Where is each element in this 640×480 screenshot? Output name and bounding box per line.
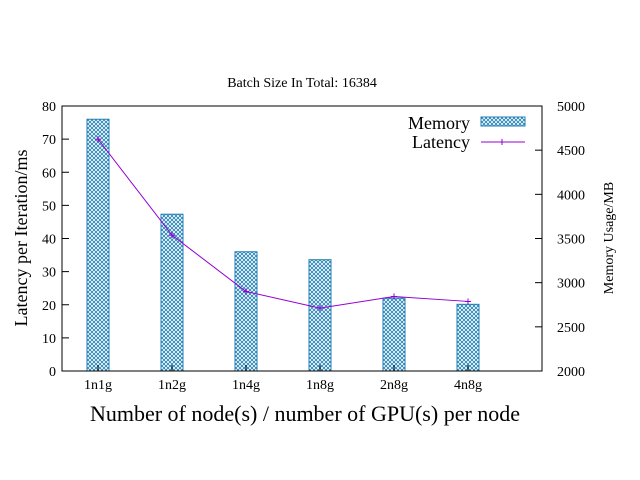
left-axis: 0 10 20 30 40 50 60 70 80: [42, 100, 69, 380]
left-tick-label: 10: [42, 332, 56, 347]
legend-marker-latency: [499, 139, 505, 145]
memory-bar: [86, 118, 110, 372]
latency-point: [243, 288, 249, 295]
x-tick-label: 1n8g: [306, 378, 334, 393]
right-tick-label: 4000: [557, 188, 585, 203]
right-tick-label: 3500: [557, 233, 585, 248]
memory-bar: [382, 297, 406, 372]
x-tick-label: 1n2g: [158, 378, 186, 393]
memory-bar: [308, 259, 332, 372]
latency-point: [465, 298, 471, 305]
left-tick-label: 40: [42, 233, 56, 248]
latency-series-line: [97, 138, 469, 309]
latency-point: [391, 293, 397, 300]
memory-bar: [234, 251, 258, 372]
left-tick-label: 20: [42, 299, 56, 314]
latency-point: [317, 305, 323, 312]
x-axis-label: Number of node(s) / number of GPU(s) per…: [90, 401, 520, 426]
memory-bar: [456, 303, 480, 372]
right-tick-label: 3000: [557, 277, 585, 292]
x-tick-label: 2n8g: [380, 378, 408, 393]
right-tick-label: 2500: [557, 321, 585, 336]
right-tick-label: 4500: [557, 144, 585, 159]
left-tick-label: 30: [42, 266, 56, 281]
left-tick-label: 60: [42, 166, 56, 181]
x-tick-label: 1n1g: [84, 378, 112, 393]
x-tick-label: 1n4g: [232, 378, 260, 393]
legend-label-memory: Memory: [408, 113, 470, 133]
chart-title: Batch Size In Total: 16384: [227, 76, 377, 91]
left-tick-label: 0: [49, 365, 56, 380]
latency-point: [169, 232, 175, 239]
legend: Memory Latency: [408, 113, 526, 152]
legend-swatch-memory: [480, 116, 526, 127]
y-axis-left-label: Latency per Iteration/ms: [11, 150, 31, 327]
x-tick-label: 4n8g: [454, 378, 482, 393]
left-tick-label: 70: [42, 133, 56, 148]
right-axis: 2000 2500 3000 3500 4000 4500 5000: [535, 100, 585, 380]
right-tick-label: 5000: [557, 100, 585, 115]
right-tick-label: 2000: [557, 365, 585, 380]
memory-bars: [86, 118, 480, 372]
latency-point: [95, 136, 101, 143]
latency-line: [95, 136, 471, 312]
legend-label-latency: Latency: [412, 132, 470, 152]
x-axis: 1n1g 1n2g 1n4g 1n8g 2n8g 4n8g: [84, 365, 482, 393]
left-tick-label: 50: [42, 199, 56, 214]
left-tick-label: 80: [42, 100, 56, 115]
y-axis-right-label: Memory Usage/MB: [602, 182, 617, 294]
